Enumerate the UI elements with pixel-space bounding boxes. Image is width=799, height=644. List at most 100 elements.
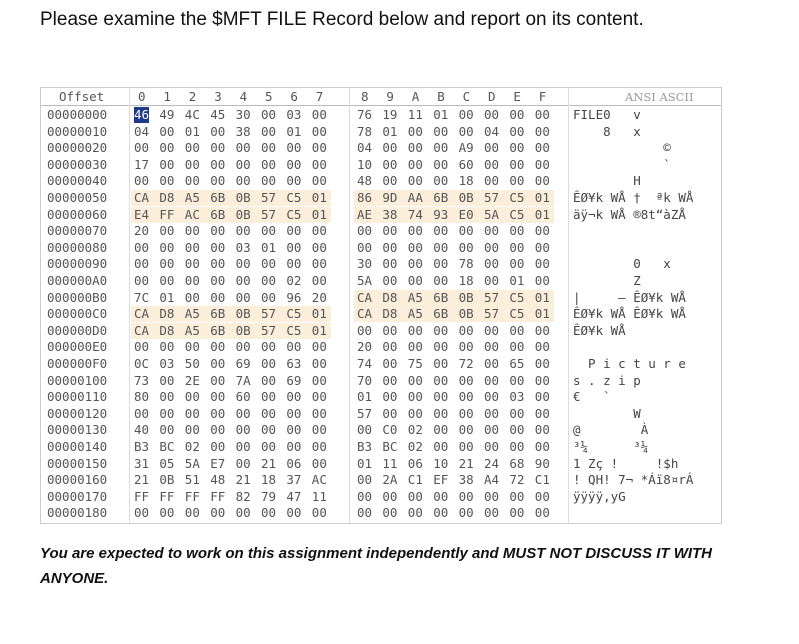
- hex-byte: 00: [357, 239, 373, 255]
- hex-byte: 00: [382, 389, 398, 405]
- hex-byte: 00: [311, 339, 327, 355]
- hex-byte: 00: [210, 439, 226, 454]
- hex-byte: 00: [484, 372, 500, 388]
- offset: 00000160: [47, 472, 108, 488]
- hex-byte: 6B: [433, 306, 449, 322]
- hex-byte: 6B: [210, 190, 226, 205]
- hex-byte: 6B: [210, 306, 226, 322]
- hex-byte: 00: [484, 140, 500, 156]
- hex-byte: 70: [357, 372, 373, 388]
- hex-byte: 00: [159, 339, 175, 355]
- hex-byte: 00: [235, 422, 251, 438]
- ascii-text: @ À: [573, 422, 649, 438]
- offset: 00000170: [47, 488, 108, 504]
- ascii-text: 0 x: [573, 256, 671, 272]
- hex-byte: 00: [311, 372, 327, 388]
- offset: 00000110: [47, 389, 108, 405]
- hex-byte: 00: [534, 322, 550, 338]
- hex-byte: 00: [311, 223, 327, 239]
- row-highlight: [131, 190, 331, 206]
- hex-byte: 00: [407, 405, 423, 421]
- hex-byte: 02: [286, 273, 302, 288]
- hex-byte: 00: [458, 339, 474, 355]
- ascii-text: ³¼ ³¼: [573, 439, 649, 454]
- hex-byte: CA: [134, 306, 150, 322]
- hex-byte: 00: [509, 505, 525, 521]
- hex-byte: 00: [509, 173, 525, 189]
- hex-byte: AC: [184, 206, 200, 222]
- hex-byte: 00: [261, 223, 277, 239]
- hex-byte: 00: [184, 505, 200, 521]
- hex-byte: 00: [509, 339, 525, 355]
- hex-byte: C5: [509, 306, 525, 322]
- row-highlight: [131, 322, 331, 339]
- hex-byte: 03: [286, 107, 302, 122]
- hex-byte: 01: [534, 306, 550, 322]
- hex-byte: 00: [210, 422, 226, 438]
- hex-byte: 00: [235, 455, 251, 471]
- hex-byte: 01: [311, 306, 327, 322]
- hex-byte: 00: [433, 422, 449, 438]
- ascii-text: äÿ¬k WÅ ®8t“àZÅ: [573, 206, 686, 222]
- hex-byte: 00: [261, 289, 277, 305]
- hex-byte: 04: [484, 123, 500, 139]
- hex-byte: C1: [407, 472, 423, 488]
- ascii-header: ANSI ASCII: [625, 90, 694, 104]
- hex-byte: 00: [261, 339, 277, 355]
- hex-byte: 00: [433, 356, 449, 371]
- hex-byte: 38: [382, 206, 398, 222]
- hex-byte: 00: [134, 239, 150, 255]
- hex-byte: D8: [382, 289, 398, 305]
- offset: 00000060: [47, 206, 108, 222]
- hex-byte: 00: [210, 256, 226, 272]
- hex-byte: 00: [286, 422, 302, 438]
- hex-byte: 00: [159, 273, 175, 288]
- ascii-text: ÊØ¥k WÅ ÊØ¥k WÅ: [573, 306, 686, 322]
- hex-byte: 11: [407, 107, 423, 122]
- hex-byte: 82: [235, 488, 251, 504]
- hex-byte: 00: [382, 322, 398, 338]
- ascii-text: ÿÿÿÿ‚yG: [573, 488, 626, 504]
- hex-byte: 01: [261, 239, 277, 255]
- hex-byte: 45: [210, 107, 226, 122]
- hex-byte: 00: [357, 322, 373, 338]
- hex-byte: 00: [484, 256, 500, 272]
- hex-byte: 00: [311, 140, 327, 156]
- hex-byte: 0B: [458, 289, 474, 305]
- hex-byte: 00: [184, 256, 200, 272]
- hex-byte: CA: [357, 306, 373, 322]
- hex-byte: 00: [484, 339, 500, 355]
- hex-byte: 00: [484, 422, 500, 438]
- column-header: 0: [138, 89, 146, 104]
- ascii-text: ÊØ¥k WÅ: [573, 322, 626, 338]
- hex-byte: 18: [261, 472, 277, 488]
- hex-byte: 21: [458, 455, 474, 471]
- hex-byte: 00: [509, 156, 525, 172]
- row-highlight: [354, 206, 554, 223]
- row-highlight: [131, 206, 331, 223]
- hex-byte: 00: [458, 405, 474, 421]
- hex-byte: 5A: [357, 273, 373, 288]
- hex-byte: 19: [382, 107, 398, 122]
- hex-byte: 69: [235, 356, 251, 371]
- hex-byte: 00: [382, 405, 398, 421]
- hex-byte: 01: [534, 206, 550, 222]
- hex-byte: 00: [159, 223, 175, 239]
- hex-byte: E0: [458, 206, 474, 222]
- hex-byte: 00: [235, 223, 251, 239]
- column-header: 5: [265, 89, 273, 104]
- hex-byte: 00: [382, 488, 398, 504]
- hex-byte: 00: [261, 273, 277, 288]
- hex-byte: 00: [407, 239, 423, 255]
- hex-byte: 00: [509, 322, 525, 338]
- hex-byte: 4C: [184, 107, 200, 122]
- hex-byte: 00: [159, 256, 175, 272]
- hex-byte: 00: [184, 173, 200, 189]
- hex-byte: 00: [357, 472, 373, 488]
- hex-byte: 93: [433, 206, 449, 222]
- hex-byte: 00: [534, 422, 550, 438]
- hex-byte: 20: [134, 223, 150, 239]
- hex-byte: 00: [534, 156, 550, 172]
- hex-byte: 47: [286, 488, 302, 504]
- ascii-text: `: [573, 156, 671, 172]
